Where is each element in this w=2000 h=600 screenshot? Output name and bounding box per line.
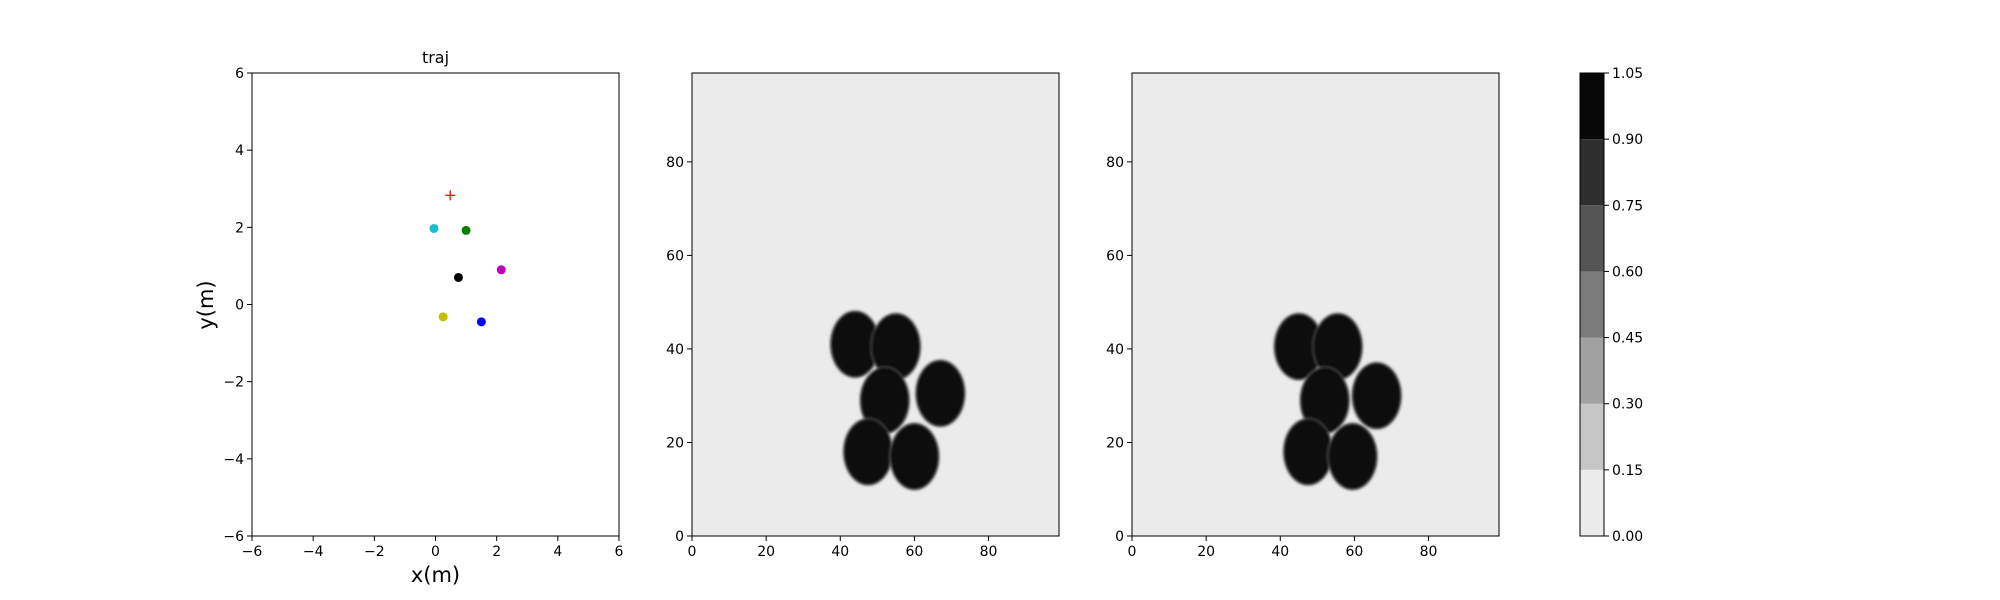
heatmap-1-frame (691, 72, 1060, 537)
heatmap-1-ytick-label: 40 (666, 342, 684, 358)
traj-plot-area (251, 72, 620, 537)
heatmap-1-x-ticks: 0 20 40 60 80 (688, 536, 998, 560)
agent-point (496, 265, 506, 275)
agent-point (461, 225, 471, 235)
traj-0-xtick-label: 6 (615, 544, 624, 560)
colorbar-bands (1580, 73, 1604, 536)
traj-0-xtick-label: 4 (553, 544, 562, 560)
heatmap-2-blobs (1273, 312, 1403, 491)
occupancy-blob (1300, 367, 1349, 434)
occupancy-blob (1328, 423, 1377, 490)
heatmap-1-ytick-label: 60 (666, 248, 684, 264)
colorbar-tick-label: 0.45 (1612, 331, 1643, 347)
heatmap-1-ytick-label: 0 (675, 529, 684, 545)
traj-points (429, 190, 506, 327)
heatmap-2-y-ticks: 0 20 40 60 80 (1106, 155, 1132, 545)
colorbar-band (1580, 73, 1604, 140)
agent-point (476, 317, 486, 327)
colorbar-ticks: 0.00 0.15 0.30 0.45 0.60 0.75 0.90 1.05 (1604, 66, 1643, 545)
colorbar: 0.00 0.15 0.30 0.45 0.60 0.75 0.90 1.05 (1579, 66, 1643, 545)
heatmap-2-ytick-label: 40 (1106, 342, 1124, 358)
colorbar-band (1580, 469, 1604, 536)
traj-0-ytick-label: −2 (223, 375, 244, 391)
occupancy-blob (871, 313, 920, 380)
occupancy-blob (860, 367, 909, 434)
heatmap-2-ytick-label: 60 (1106, 248, 1124, 264)
colorbar-band (1580, 337, 1604, 404)
agent-point (438, 312, 448, 322)
colorbar-band (1580, 139, 1604, 206)
heatmap-2-ytick-label: 80 (1106, 155, 1124, 171)
occupancy-blob (831, 311, 880, 377)
colorbar-tick-label: 0.30 (1612, 397, 1643, 413)
heatmap-1-ytick-label: 80 (666, 155, 684, 171)
traj-x-ticks: −6 −4 −2 0 2 4 6 (242, 536, 624, 560)
agent-point (429, 223, 439, 233)
heatmap-panel-1: 0 20 40 60 80 0 20 40 60 80 (666, 72, 1060, 560)
heatmap-1-blobs (829, 310, 966, 491)
occupancy-blob (1313, 313, 1362, 380)
traj-y-ticks: −6 −4 −2 0 2 4 6 (223, 66, 252, 545)
traj-0-xtick-label: −4 (303, 544, 324, 560)
traj-0-ytick-label: 4 (235, 143, 244, 159)
heatmap-1-xtick-label: 60 (906, 544, 924, 560)
heatmap-2-xtick-label: 40 (1271, 544, 1289, 560)
heatmap-1-xtick-label: 80 (980, 544, 998, 560)
traj-0-xtick-label: −2 (364, 544, 385, 560)
colorbar-band (1580, 271, 1604, 338)
heatmap-panel-2: 0 20 40 60 80 0 20 40 60 80 (1106, 72, 1500, 560)
heatmap-2-ytick-label: 20 (1106, 435, 1124, 451)
traj-0-xtick-label: 0 (431, 544, 440, 560)
heatmap-1-xtick-label: 0 (688, 544, 697, 560)
colorbar-tick-label: 0.90 (1612, 132, 1643, 148)
traj-0-ytick-label: 2 (235, 220, 244, 236)
colorbar-band (1580, 205, 1604, 272)
heatmap-2-xtick-label: 0 (1128, 544, 1137, 560)
heatmap-1-xtick-label: 20 (757, 544, 775, 560)
heatmap-1-ytick-label: 20 (666, 435, 684, 451)
colorbar-frame (1579, 72, 1605, 537)
heatmap-2-ytick-label: 0 (1115, 529, 1124, 545)
traj-0-ytick-label: −4 (223, 452, 244, 468)
agent-point (453, 272, 463, 282)
traj-xlabel: x(m) (411, 563, 460, 587)
traj-0-xtick-label: −6 (242, 544, 263, 560)
traj-ylabel: y(m) (194, 280, 218, 329)
heatmap-1-y-ticks: 0 20 40 60 80 (666, 155, 692, 545)
colorbar-tick-label: 0.75 (1612, 198, 1643, 214)
occupancy-blob (916, 360, 965, 427)
occupancy-blob (843, 419, 893, 485)
occupancy-blob (890, 423, 939, 490)
heatmap-2-frame (1131, 72, 1500, 537)
traj-0-ytick-label: 0 (235, 298, 244, 314)
colorbar-tick-label: 0.15 (1612, 463, 1643, 479)
colorbar-tick-label: 0.00 (1612, 529, 1643, 545)
heatmap-2-xtick-label: 80 (1420, 544, 1438, 560)
heatmap-1-xtick-label: 40 (831, 544, 849, 560)
colorbar-tick-label: 1.05 (1612, 66, 1643, 82)
occupancy-blob (1352, 362, 1401, 429)
trajectory-panel: traj x(m) y(m) −6 −4 −2 0 2 4 6 −6 −4 −2 0 2 4 6 (194, 48, 624, 587)
traj-0-xtick-label: 2 (492, 544, 501, 560)
colorbar-band (1580, 403, 1604, 470)
goal-marker (445, 190, 456, 201)
colorbar-tick-label: 0.60 (1612, 264, 1643, 280)
occupancy-blob (1283, 419, 1333, 485)
heatmap-2-xtick-label: 20 (1197, 544, 1215, 560)
heatmap-2-x-ticks: 0 20 40 60 80 (1128, 536, 1438, 560)
traj-0-ytick-label: 6 (235, 66, 244, 82)
traj-0-ytick-label: −6 (223, 529, 244, 545)
heatmap-2-xtick-label: 60 (1346, 544, 1364, 560)
traj-title: traj (422, 48, 449, 67)
occupancy-blob (1274, 313, 1323, 380)
